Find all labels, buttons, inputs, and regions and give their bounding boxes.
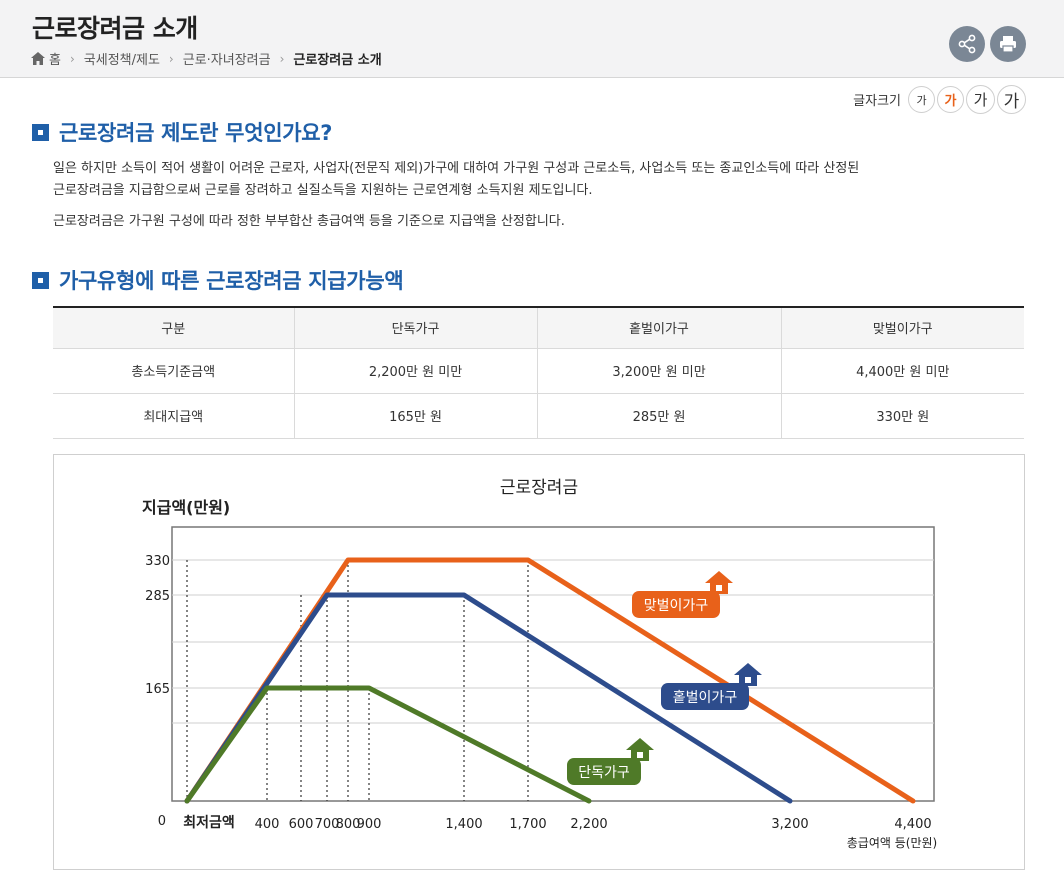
- section-heading-amounts: 가구유형에 따른 근로장려금 지급가능액: [32, 265, 404, 295]
- section-heading-intro: 근로장려금 제도란 무엇인가요?: [32, 117, 332, 147]
- font-size-label: 글자크기: [853, 94, 901, 109]
- chevron-right-icon: ›: [279, 51, 285, 66]
- chevron-right-icon: ›: [168, 51, 174, 66]
- x-tick-label: 1,400: [445, 817, 482, 832]
- page-title: 근로장려금 소개: [32, 14, 198, 43]
- intro-line-1: 일은 하지만 소득이 적어 생활이 어려운 근로자, 사업자(전문직 제외)가구…: [53, 161, 860, 176]
- y-tick-label: 285: [145, 589, 170, 604]
- x-tick-label: 800: [336, 817, 361, 832]
- chevron-right-icon: ›: [69, 51, 75, 66]
- x-tick-label: 600: [289, 817, 314, 832]
- series-line: [184, 685, 592, 804]
- table-cell: 285만 원: [536, 393, 781, 439]
- table-cell: 총소득기준금액: [53, 348, 294, 394]
- table-cell: 3,200만 원 미만: [536, 348, 781, 394]
- intro-line-2: 근로장려금을 지급함으로써 근로를 장려하고 실질소득을 지원하는 근로연계형 …: [53, 183, 593, 198]
- section-heading-text: 가구유형에 따른 근로장려금 지급가능액: [59, 269, 404, 293]
- y-tick-label: 330: [145, 554, 170, 569]
- breadcrumb-home[interactable]: 홈: [49, 53, 61, 68]
- house-icon: [637, 752, 643, 758]
- section-heading-text: 근로장려금 제도란 무엇인가요?: [59, 121, 333, 145]
- x-tick-label: 1,700: [509, 817, 546, 832]
- table-cell: 4,400만 원 미만: [780, 348, 1024, 394]
- house-icon: [705, 571, 733, 583]
- calculation-paragraph: 근로장려금은 가구원 구성에 따라 정한 부부합산 총급여액 등을 기준으로 지…: [53, 214, 565, 229]
- x-tick-label: 최저금액: [183, 814, 235, 831]
- x-tick-label: 4,400: [894, 817, 931, 832]
- chart-title: 근로장려금: [500, 478, 578, 498]
- series-label-box: [567, 758, 641, 785]
- amount-table: 구분 단독가구 홑벌이가구 맞벌이가구 총소득기준금액 2,200만 원 미만 …: [53, 306, 1024, 439]
- table-row: 최대지급액 165만 원 285만 원 330만 원: [53, 393, 1024, 439]
- house-icon: [734, 663, 762, 675]
- table-cell: 165만 원: [293, 393, 537, 439]
- series-label: 홑벌이가구: [673, 690, 738, 706]
- series-label-box: [632, 591, 720, 618]
- breadcrumb: 홈 › 국세정책/제도 › 근로·자녀장려금 › 근로장려금 소개: [31, 49, 382, 68]
- table-cell: 330만 원: [780, 393, 1024, 439]
- x-tick-label: 2,200: [570, 817, 607, 832]
- chart-y-label: 지급액(만원): [142, 498, 230, 517]
- table-header-cell: 맞벌이가구: [780, 306, 1024, 349]
- share-button[interactable]: [949, 26, 985, 62]
- house-icon: [745, 677, 751, 683]
- table-cell: 2,200만 원 미만: [293, 348, 537, 394]
- x-tick-label: 3,200: [771, 817, 808, 832]
- series-label-box: [661, 683, 749, 710]
- share-icon: [958, 34, 976, 54]
- x-tick-label: 700: [315, 817, 340, 832]
- font-size-small-button[interactable]: 가: [908, 86, 935, 113]
- house-icon: [716, 585, 722, 591]
- house-icon: [626, 738, 654, 750]
- table-header-cell: 단독가구: [293, 306, 537, 349]
- breadcrumb-current: 근로장려금 소개: [293, 53, 382, 68]
- x-tick-label: 900: [357, 817, 382, 832]
- font-size-xlarge-button[interactable]: 가: [997, 85, 1026, 114]
- font-size-large-button[interactable]: 가: [966, 85, 995, 114]
- plot-frame: [171, 526, 935, 802]
- y-tick-label: 0: [158, 814, 166, 829]
- table-cell: 최대지급액: [53, 393, 294, 439]
- chart-x-label: 총급여액 등(만원): [847, 836, 937, 850]
- print-icon: [1000, 36, 1016, 53]
- intro-paragraph: 일은 하지만 소득이 적어 생활이 어려운 근로자, 사업자(전문직 제외)가구…: [53, 158, 1013, 202]
- breadcrumb-incentive[interactable]: 근로·자녀장려금: [182, 53, 271, 68]
- series-line: [184, 557, 916, 804]
- page-header: 근로장려금 소개 홈 › 국세정책/제도 › 근로·자녀장려금 › 근로장려금 …: [0, 0, 1064, 78]
- font-size-control: 글자크기 가 가 가 가: [853, 85, 1026, 114]
- breadcrumb-tax-policy[interactable]: 국세정책/제도: [83, 53, 160, 68]
- print-button[interactable]: [990, 26, 1026, 62]
- y-tick-label: 165: [145, 682, 170, 697]
- series-label: 맞벌이가구: [644, 598, 709, 614]
- font-size-default-button[interactable]: 가: [937, 86, 964, 113]
- table-header-row: 구분 단독가구 홑벌이가구 맞벌이가구: [53, 306, 1024, 349]
- table-header-cell: 홑벌이가구: [536, 306, 781, 349]
- square-bullet-icon: [32, 123, 49, 141]
- x-tick-label: 400: [255, 817, 280, 832]
- series-label: 단독가구: [578, 765, 630, 781]
- square-bullet-icon: [32, 271, 49, 289]
- home-icon: [31, 52, 45, 65]
- table-row: 총소득기준금액 2,200만 원 미만 3,200만 원 미만 4,400만 원…: [53, 348, 1024, 394]
- table-header-cell: 구분: [53, 306, 294, 349]
